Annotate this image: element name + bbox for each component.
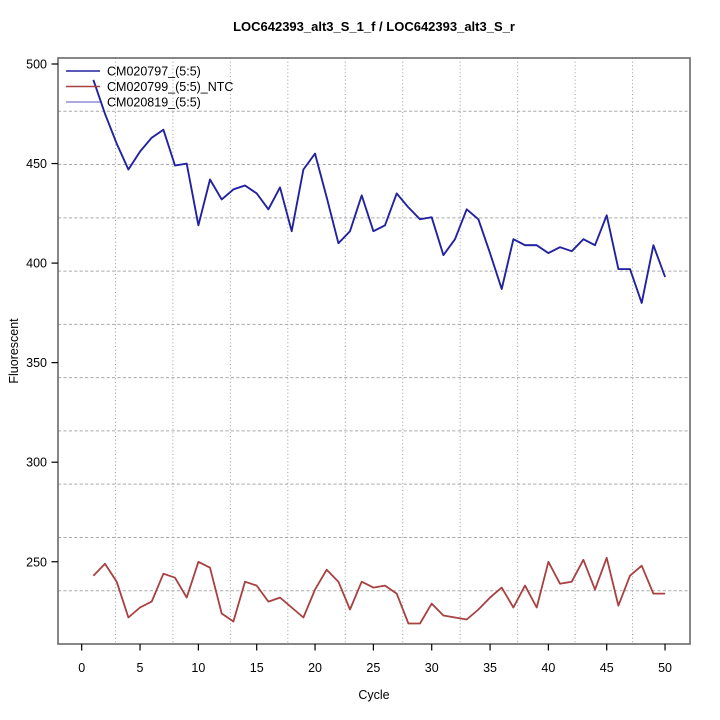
- x-tick-label: 40: [541, 661, 555, 675]
- y-axis-title: Fluorescent: [7, 318, 21, 384]
- chart-title: LOC642393_alt3_S_1_f / LOC642393_alt3_S_…: [233, 19, 515, 34]
- y-tick-label: 400: [26, 257, 47, 271]
- x-tick-label: 10: [191, 661, 205, 675]
- y-tick-label: 450: [26, 157, 47, 171]
- legend-label: CM020819_(5:5): [107, 96, 201, 110]
- x-tick-label: 50: [658, 661, 672, 675]
- plot-border: [57, 57, 691, 645]
- x-tick-label: 45: [600, 661, 614, 675]
- x-axis-title: Cycle: [358, 688, 389, 702]
- x-tick-label: 0: [78, 661, 85, 675]
- x-tick-label: 20: [308, 661, 322, 675]
- series-line-CM020799_(5:5)_NTC: [92, 556, 666, 625]
- legend: CM020797_(5:5)CM020799_(5:5)_NTC CM020819…: [66, 65, 233, 110]
- gridlines: [58, 58, 690, 644]
- x-tick-label: 5: [137, 661, 144, 675]
- x-tick-label: 30: [425, 661, 439, 675]
- series-lines: [92, 79, 666, 625]
- y-tick-label: 350: [26, 356, 47, 370]
- x-tick-label: 25: [366, 661, 380, 675]
- y-tick-label: 300: [26, 456, 47, 470]
- legend-item: CM020797_(5:5): [66, 65, 201, 79]
- legend-item: CM020819_(5:5): [66, 96, 201, 110]
- x-tick-label: 35: [483, 661, 497, 675]
- series-line-CM020819_(5:5): [92, 79, 666, 304]
- axis-ticks: 0 5 10 15 20 25 30 35 40 45 50 250 300 350 400 450 500: [26, 58, 672, 676]
- x-tick-label: 15: [250, 661, 264, 675]
- legend-item: CM020799_(5:5)_NTC: [66, 80, 233, 94]
- legend-label: CM020799_(5:5)_NTC: [107, 80, 233, 94]
- y-tick-label: 250: [26, 555, 47, 569]
- y-tick-label: 500: [26, 58, 47, 72]
- series-line-CM020797_(5:5): [92, 79, 666, 304]
- legend-label: CM020797_(5:5): [107, 65, 201, 79]
